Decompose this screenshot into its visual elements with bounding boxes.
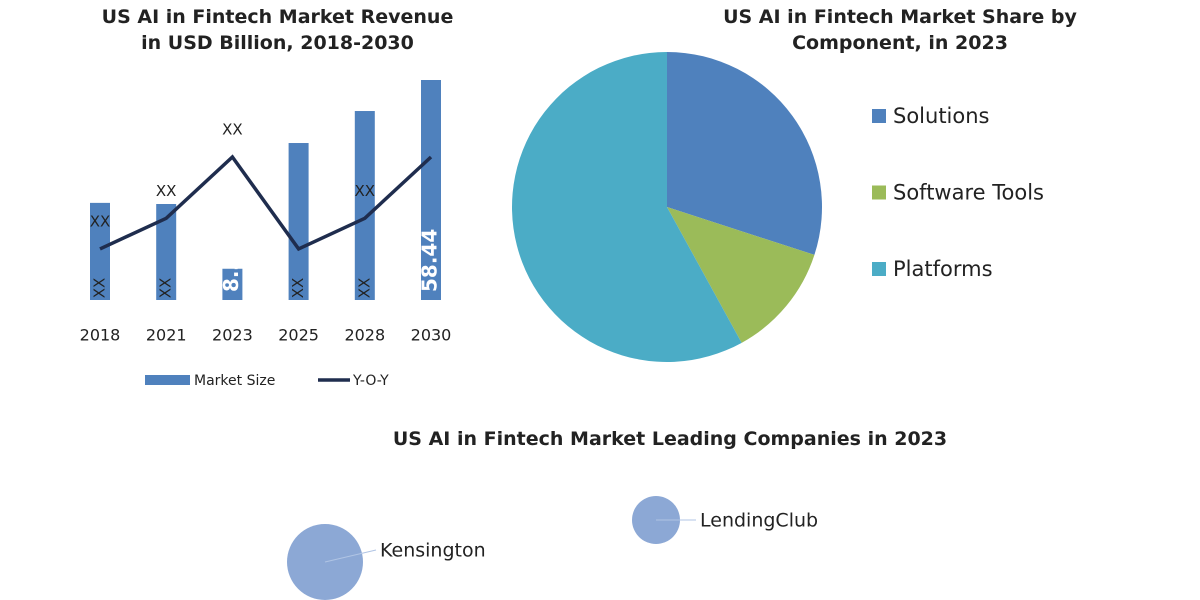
legend-swatch (872, 109, 886, 123)
legend-swatch (872, 262, 886, 276)
pie-slice (667, 52, 822, 255)
bubble-label: Kensington (380, 540, 486, 562)
bar (354, 111, 375, 300)
bar-value-label: XX (91, 278, 109, 299)
legend-swatch (872, 185, 886, 200)
x-tick-label: 2028 (344, 326, 385, 345)
x-tick-label: 2018 (80, 326, 121, 345)
bar-value-label: XX (355, 278, 373, 299)
chart-title: US AI in Fintech Market Share by Compone… (723, 6, 1077, 54)
bar (90, 202, 110, 300)
x-tick-label: 2021 (146, 326, 187, 345)
bar (288, 143, 309, 300)
legend-label: Y-O-Y (352, 373, 389, 389)
line-value-label: XX (156, 182, 177, 200)
leader-line (324, 549, 377, 563)
bar-value-label: XX (157, 278, 175, 299)
line-value-label: XX (355, 182, 376, 200)
line-value-label: XX (90, 212, 111, 230)
bar (421, 80, 441, 300)
x-tick-label: 2023 (212, 326, 253, 345)
pie-slice (667, 207, 815, 343)
chart-title: US AI in Fintech Market Revenue in USD B… (101, 6, 454, 54)
chart-title: US AI in Fintech Market Leading Companie… (392, 428, 948, 450)
bar-value-label: XX (289, 278, 307, 299)
bar-value-label: 58.44 (418, 229, 442, 292)
line (99, 154, 433, 252)
pie-slice (512, 52, 742, 362)
x-tick-label: 2025 (278, 326, 319, 345)
legend-label: Software Tools (893, 181, 1044, 205)
line-value-label: XX (222, 121, 243, 139)
legend-swatch (145, 375, 190, 385)
legend-label: Platforms (893, 257, 993, 281)
legend-label: Solutions (893, 104, 990, 128)
x-tick-label: 2030 (411, 326, 452, 345)
bar (222, 268, 243, 300)
bubble-label: LendingClub (700, 510, 818, 532)
bar (156, 204, 177, 300)
legend-label: Market Size (194, 373, 275, 389)
bar-value-label: 8.3 (219, 257, 243, 292)
